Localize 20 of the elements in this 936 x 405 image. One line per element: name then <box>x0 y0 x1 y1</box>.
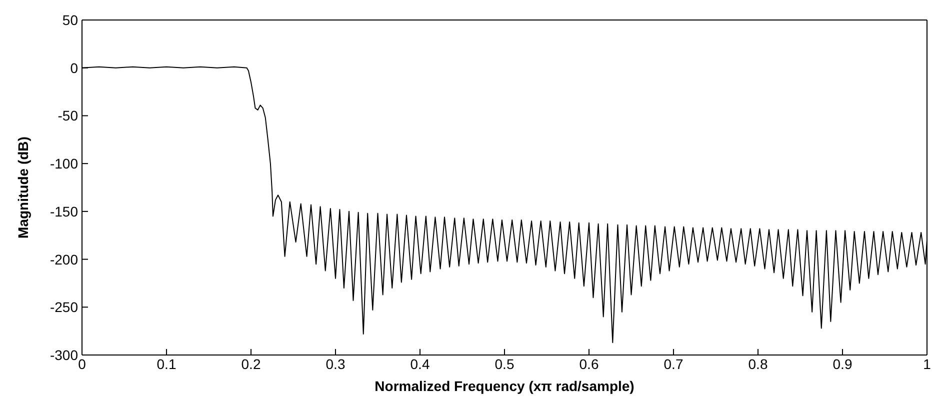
x-tick-label: 0.3 <box>326 356 346 372</box>
x-tick-label: 1 <box>923 356 932 372</box>
x-axis-title: Normalized Frequency (xπ rad/sample) <box>374 378 634 394</box>
x-tick-label: 0.8 <box>748 356 768 372</box>
y-tick-label: -200 <box>50 251 78 268</box>
x-tick-label: 0.5 <box>494 356 514 372</box>
x-tick-label: 0.1 <box>156 356 176 372</box>
x-tick-label: 0.6 <box>579 356 599 372</box>
y-tick-label: 50 <box>62 12 78 28</box>
x-tick-label: 0.4 <box>410 356 430 372</box>
y-tick-label: -50 <box>58 108 78 124</box>
y-tick-label: 0 <box>70 60 78 76</box>
y-tick-label: -150 <box>50 203 78 220</box>
y-tick-label: -250 <box>50 299 78 316</box>
x-tick-label: 0.9 <box>832 356 852 372</box>
y-tick-label: -300 <box>50 346 78 363</box>
y-axis-title: Magnitude (dB) <box>15 136 31 238</box>
x-tick-label: 0.2 <box>241 356 261 372</box>
x-tick-label: 0.7 <box>664 356 684 372</box>
y-tick-label: -100 <box>50 156 78 172</box>
